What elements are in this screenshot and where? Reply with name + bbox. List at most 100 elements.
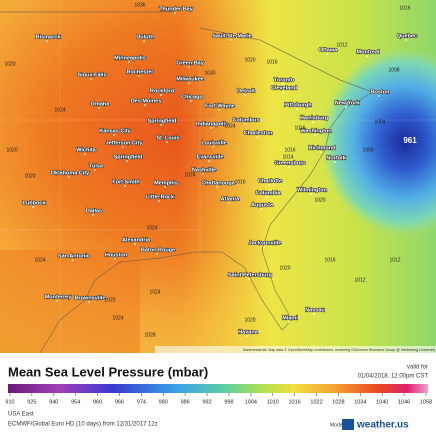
city-dot	[113, 134, 115, 136]
city-dot	[334, 161, 336, 163]
city-dot	[313, 313, 315, 315]
colorbar-tick-label: 1016	[289, 399, 301, 405]
city-label: Fort Wayne	[205, 103, 235, 109]
city-dot	[90, 78, 92, 80]
city-label: Lubbock	[23, 200, 47, 206]
city-dot	[345, 106, 347, 108]
city-label: Havana	[238, 329, 259, 335]
city-dot	[68, 176, 70, 178]
city-label: Oklahoma City	[51, 170, 90, 176]
city-dot	[144, 104, 146, 106]
isobar-label: 1016	[324, 257, 335, 263]
colorbar-tick-label: 954	[71, 399, 80, 405]
city-dot	[160, 124, 162, 126]
city-dot	[56, 300, 58, 302]
city-dot	[282, 83, 284, 85]
city-dot	[244, 123, 246, 125]
model-run: ECMWF/Global Euro HD (10 days) from 12/3…	[8, 422, 158, 428]
city-label: Washington	[300, 128, 332, 134]
city-label: Duluth	[136, 34, 154, 40]
colorbar-tick-label: 1004	[245, 399, 257, 405]
colorbar-tick-label: 974	[137, 399, 146, 405]
city-label: Chattanooga	[201, 180, 236, 186]
city-label: Montreal	[357, 49, 380, 55]
attribution: Kartenmaterial: Map data © OpenStreetMap…	[243, 348, 435, 352]
isobar-label: 1016	[234, 179, 245, 185]
city-dot	[94, 169, 96, 171]
city-label: Charlotte	[258, 178, 282, 184]
city-dot	[256, 136, 258, 138]
colorbar-ticks: 910 925 940 954 960 966 974 980 986 992 998 1004 101…	[5, 393, 432, 405]
city-label: Sault Ste Marie	[212, 33, 251, 39]
colorbar-tick-label: 1022	[310, 399, 322, 405]
isobar-label: 1014	[282, 154, 293, 160]
isobar-label: 1008	[388, 67, 399, 73]
isobar-label: 1024	[149, 289, 160, 295]
isobar-label: 1016	[266, 59, 277, 65]
title: Mean Sea Level Pressure (mbar)	[8, 364, 208, 379]
isobar-label: 1020	[244, 317, 255, 323]
city-dot	[288, 166, 290, 168]
city-dot	[314, 134, 316, 136]
city-dot	[266, 196, 268, 198]
city-label: Columbus	[233, 117, 260, 123]
brand: weather.us	[356, 420, 409, 431]
valid-time: 01/04/2018, 12:00pm CST	[358, 374, 429, 380]
isobar-label: 1024	[112, 315, 123, 321]
city-label: Green Bay	[176, 60, 204, 66]
city-dot	[288, 321, 290, 323]
colorbar-tick-label: 998	[224, 399, 233, 405]
isobar-label: 1028	[144, 332, 155, 338]
colorbar-tick-label: 986	[181, 399, 190, 405]
city-dot	[72, 259, 74, 261]
city-label: Nassau	[305, 307, 325, 313]
city-label: Miami	[282, 315, 298, 321]
city-dot	[124, 185, 126, 187]
city-dot	[88, 301, 90, 303]
city-label: Columbia	[255, 190, 281, 196]
city-dot	[143, 40, 145, 42]
city-label: Dallas	[86, 208, 102, 214]
city-label: Bismarck	[36, 34, 62, 40]
city-label: Wilmington	[297, 187, 328, 193]
city-dot	[210, 127, 212, 129]
city-label: Evansville	[197, 154, 224, 160]
colorbar-tick-label: 910	[5, 399, 14, 405]
city-dot	[208, 160, 210, 162]
city-label: Charleston	[244, 130, 273, 136]
city-label: San Antonio	[58, 253, 91, 259]
city-dot	[310, 193, 312, 195]
city-dot	[244, 94, 246, 96]
city-label: New York	[335, 100, 360, 106]
colorbar-tick-label: 1046	[398, 399, 410, 405]
city-dot	[84, 153, 86, 155]
city-dot	[378, 95, 380, 97]
isobar-label: 1020	[6, 147, 17, 153]
isobar-label: 1016	[399, 5, 410, 11]
city-label: Rockford	[150, 88, 174, 94]
colorbar-tick-label: 940	[49, 399, 58, 405]
city-dot	[326, 53, 328, 55]
city-dot	[282, 91, 284, 93]
colorbar-tick-label: 966	[115, 399, 124, 405]
city-dot	[158, 200, 160, 202]
city-label: Memphis	[154, 180, 178, 186]
city-label: Augusta	[251, 202, 274, 208]
isobar-label: 1020	[244, 57, 255, 63]
city-label: Wichita	[76, 147, 96, 153]
city-dot	[134, 243, 136, 245]
city-dot	[263, 246, 265, 248]
colorbar-tick-label: 925	[27, 399, 36, 405]
city-label: Monterrey	[45, 294, 73, 300]
city-label: St. Louis	[156, 135, 179, 141]
city-label: Fort Smith	[112, 179, 140, 185]
colorbar-tick-label: 1040	[376, 399, 388, 405]
city-dot	[268, 184, 270, 186]
city-label: Springfield	[148, 118, 177, 124]
city-dot	[202, 173, 204, 175]
city-label: Alexandria	[122, 237, 151, 243]
city-dot	[296, 108, 298, 110]
city-label: Tulsa	[89, 163, 104, 169]
city-label: Toronto	[274, 77, 295, 83]
city-label: Louisville	[201, 140, 226, 146]
